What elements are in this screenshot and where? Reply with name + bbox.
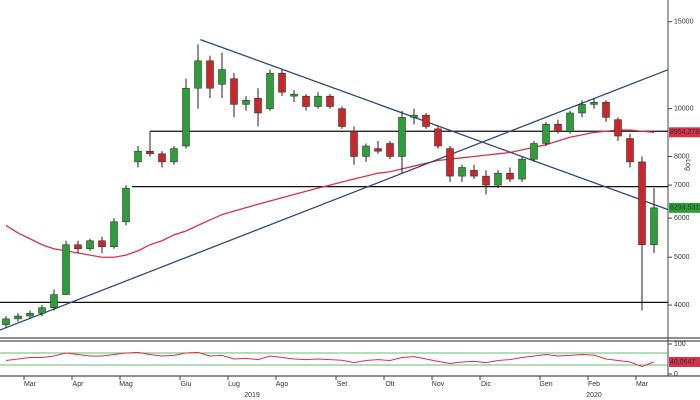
- candle-body: [302, 95, 310, 107]
- candle-body: [362, 145, 370, 157]
- candle-body: [290, 93, 298, 97]
- x-tick-label: Mar: [24, 381, 37, 388]
- candle-body: [182, 87, 190, 147]
- trend-line: [0, 68, 669, 331]
- x-tick-label: Mag: [119, 381, 133, 388]
- candle-body: [350, 130, 358, 157]
- candle-body: [278, 72, 286, 93]
- candle-body: [482, 175, 490, 186]
- candle-body: [494, 172, 502, 186]
- y-tick-label: 6000: [674, 215, 690, 222]
- candle-body: [194, 60, 202, 89]
- price-tag: [669, 127, 700, 138]
- candle-body: [26, 312, 34, 317]
- candle-body: [530, 143, 538, 160]
- candle-body: [374, 148, 382, 152]
- candle-body: [422, 114, 430, 127]
- y-tick-label: 5000: [674, 254, 690, 261]
- candle-body: [218, 69, 226, 85]
- x-tick-label: Gen: [539, 381, 552, 388]
- x-tick-label: Ago: [276, 381, 289, 388]
- candle-body: [50, 294, 58, 308]
- candle-body: [338, 108, 346, 127]
- x-tick-label: Ott: [385, 381, 394, 388]
- x-tick-label: Giu: [181, 381, 192, 388]
- candle-body: [86, 240, 94, 250]
- candle-body: [638, 161, 646, 245]
- candle-body: [434, 128, 442, 147]
- y-tick-label: 4000: [674, 302, 690, 309]
- year-label: 2020: [586, 392, 602, 399]
- candle-body: [518, 158, 526, 180]
- candle-body: [458, 167, 466, 177]
- candle-body: [110, 221, 118, 248]
- candle-body: [446, 148, 454, 177]
- y-tick-label: 8000: [674, 153, 690, 160]
- candle-body: [170, 148, 178, 163]
- candle-body: [254, 97, 262, 114]
- x-tick-label: Nov: [432, 381, 445, 388]
- candle-body: [242, 99, 250, 105]
- x-tick-label: Lug: [228, 381, 240, 388]
- x-tick-label: Feb: [588, 381, 600, 388]
- x-tick-label: Dic: [481, 381, 492, 388]
- candle-body: [206, 60, 214, 89]
- candle-body: [146, 150, 154, 155]
- candle-body: [614, 119, 622, 137]
- candle-body: [314, 95, 322, 107]
- trend-line: [200, 38, 669, 211]
- candle-body: [386, 143, 394, 157]
- rsi-tag: [669, 356, 700, 367]
- candle-body: [554, 123, 562, 132]
- candle-body: [266, 72, 274, 109]
- candle-body: [542, 123, 550, 144]
- candle-body: [2, 318, 10, 325]
- candle-body: [410, 114, 418, 118]
- candle-body: [122, 187, 130, 222]
- y-tick-label: 7000: [674, 182, 690, 189]
- rsi-tag-label: 40,0647: [670, 359, 695, 366]
- candle-body: [626, 138, 634, 163]
- candle-body: [566, 112, 574, 132]
- rsi-tick-label: 0: [674, 371, 678, 378]
- candle-body: [578, 104, 586, 114]
- candle-body: [590, 102, 598, 105]
- rsi-tick-label: 100: [674, 341, 686, 348]
- year-label: 2019: [244, 392, 260, 399]
- candle-body: [38, 307, 46, 314]
- rsi-line: [5, 351, 655, 368]
- x-tick-label: Mar: [636, 381, 649, 388]
- candle-body: [74, 244, 82, 250]
- candle-body: [230, 78, 238, 105]
- candle-body: [134, 150, 142, 163]
- price-tag-label: 6294,5313: [670, 205, 700, 212]
- y-tick-label: 10000: [674, 105, 694, 112]
- x-tick-label: Set: [337, 381, 348, 388]
- price-tag: [669, 202, 700, 213]
- price-tag-label: 8954,2783: [670, 129, 700, 136]
- y-tick-label: 15000: [674, 19, 694, 26]
- candle-body: [14, 315, 22, 320]
- candle-body: [98, 240, 106, 248]
- x-tick-label: Apr: [73, 381, 85, 388]
- candle-body: [158, 153, 166, 163]
- candle-body: [398, 117, 406, 157]
- candle-body: [602, 102, 610, 118]
- candle-body: [62, 244, 70, 295]
- candle-body: [650, 207, 658, 245]
- candle-body: [326, 95, 334, 107]
- y-axis-label: Log: [684, 159, 691, 171]
- candle-body: [470, 170, 478, 177]
- candle-body: [506, 172, 514, 180]
